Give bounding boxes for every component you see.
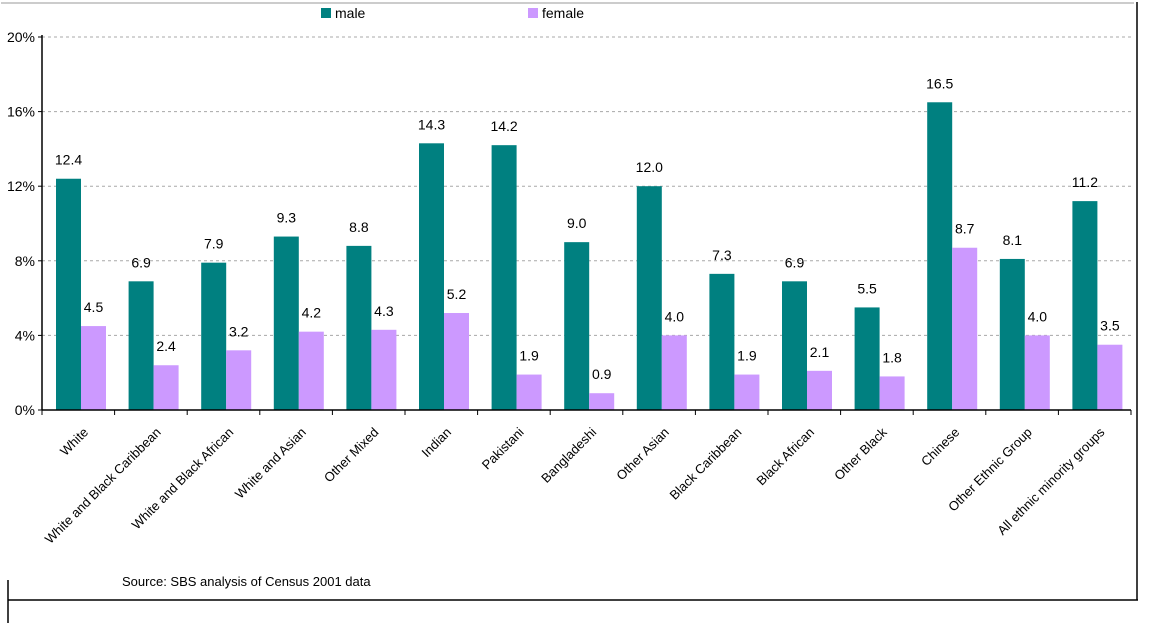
bar-male (782, 281, 807, 410)
data-label-male: 8.1 (1003, 232, 1023, 248)
bar-male (999, 258, 1025, 410)
x-tick-label: Bangladeshi (538, 424, 599, 485)
bar-female (371, 329, 397, 410)
data-label-female: 4.0 (1028, 308, 1048, 324)
data-label-female: 1.9 (737, 348, 757, 364)
data-label-male: 9.3 (277, 210, 297, 226)
legend-label-female: female (542, 5, 584, 21)
data-label-male: 7.9 (204, 236, 224, 252)
bar-male (273, 236, 299, 410)
bar-male (854, 307, 880, 410)
bar-male (1072, 201, 1098, 410)
data-label-male: 12.0 (636, 159, 663, 175)
legend-label-male: male (335, 5, 366, 21)
bar-male (419, 143, 444, 410)
data-label-female: 3.5 (1100, 318, 1120, 334)
bar-male (346, 245, 372, 410)
data-label-male: 6.9 (131, 254, 151, 270)
data-label-female: 4.5 (84, 299, 104, 315)
x-tick-label: Chinese (918, 425, 962, 469)
x-tick-label: White (57, 425, 91, 459)
bar-female (807, 370, 832, 410)
x-tick-label: Black Caribbean (666, 425, 744, 503)
bar-female (81, 326, 106, 410)
legend-swatch-male (321, 8, 331, 18)
bar-female (661, 335, 687, 410)
data-label-male: 8.8 (349, 219, 369, 235)
data-label-male: 12.4 (55, 152, 82, 168)
data-label-male: 5.5 (857, 280, 877, 296)
data-label-female: 4.3 (374, 303, 394, 319)
bar-female (589, 393, 615, 410)
x-tick-label: Pakistani (479, 424, 527, 472)
bar-female (1097, 344, 1123, 410)
data-label-female: 4.0 (665, 308, 685, 324)
data-label-female: 8.7 (955, 221, 975, 237)
bar-male (56, 178, 81, 410)
bar-male (128, 281, 154, 410)
data-label-male: 6.9 (785, 254, 805, 270)
legend-swatch-female (528, 8, 538, 18)
x-tick-label: White and Asian (232, 425, 309, 502)
bar-female (734, 374, 760, 410)
bar-female (444, 313, 469, 410)
x-tick-label: Other Mixed (321, 425, 382, 486)
y-tick-label: 8% (15, 253, 35, 269)
bar-female (879, 376, 905, 410)
data-label-female: 5.2 (447, 286, 467, 302)
bar-female (516, 374, 542, 410)
data-label-female: 1.9 (519, 348, 539, 364)
data-label-male: 14.2 (490, 118, 517, 134)
y-tick-label: 0% (15, 402, 35, 418)
y-tick-label: 16% (7, 104, 35, 120)
data-label-male: 9.0 (567, 215, 587, 231)
x-tick-label: White and Black Caribbean (42, 425, 164, 547)
data-label-male: 14.3 (418, 116, 445, 132)
data-label-female: 1.8 (882, 349, 902, 365)
x-tick-label: Other Black (831, 424, 890, 483)
data-label-male: 7.3 (712, 247, 732, 263)
bar-female (226, 350, 252, 410)
x-tick-label: Indian (418, 425, 454, 461)
bar-male (491, 145, 517, 411)
y-tick-label: 4% (15, 327, 35, 343)
source-annotation: Source: SBS analysis of Census 2001 data (122, 574, 371, 589)
bar-male (201, 262, 227, 410)
x-tick-label: Other Asian (613, 425, 672, 484)
data-label-female: 2.1 (810, 344, 830, 360)
data-label-female: 2.4 (156, 338, 176, 354)
bars (56, 102, 1123, 411)
bar-male (709, 273, 735, 410)
bar-female (952, 247, 978, 410)
x-tick-label: Black African (753, 425, 817, 489)
bar-female (298, 331, 324, 410)
bar-male (636, 186, 662, 410)
data-label-female: 4.2 (302, 305, 322, 321)
data-label-male: 16.5 (926, 75, 953, 91)
legend: male female (321, 5, 584, 21)
data-label-male: 11.2 (1072, 174, 1098, 190)
data-label-female: 3.2 (229, 323, 249, 339)
data-label-female: 0.9 (592, 366, 612, 382)
y-tick-label: 12% (7, 178, 35, 194)
y-tick-label: 20% (7, 29, 35, 45)
bar-male (564, 242, 590, 410)
bar-female (1024, 335, 1050, 410)
axes (38, 35, 1132, 415)
bar-female (153, 365, 179, 410)
bar-male (927, 102, 953, 411)
